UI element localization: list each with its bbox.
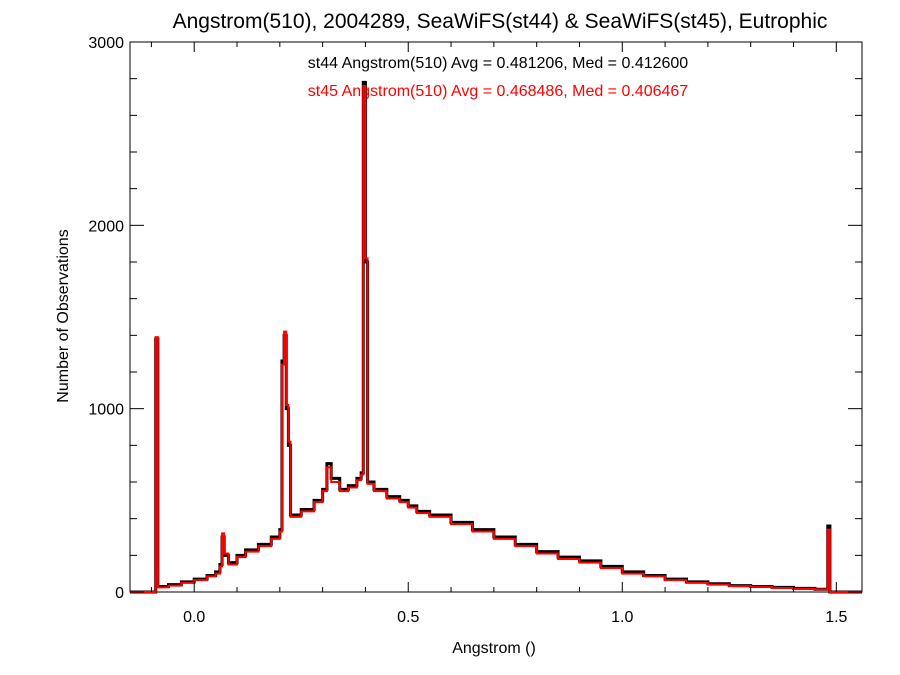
annotation-st45: st45 Angstrom(510) Avg = 0.468486, Med =… bbox=[308, 83, 689, 100]
annotation-st44: st44 Angstrom(510) Avg = 0.481206, Med =… bbox=[308, 55, 689, 72]
x-tick-label: 0.0 bbox=[183, 609, 205, 626]
x-tick-label: 1.5 bbox=[825, 609, 847, 626]
x-axis-label: Angstrom () bbox=[452, 640, 536, 657]
chart-title: Angstrom(510), 2004289, SeaWiFS(st44) & … bbox=[173, 10, 828, 33]
series-layer bbox=[130, 80, 862, 594]
y-tick-label: 3000 bbox=[88, 35, 124, 52]
plot-frame bbox=[129, 41, 863, 593]
x-tick-label: 0.5 bbox=[397, 609, 419, 626]
plot-axes bbox=[129, 41, 863, 593]
y-tick-label: 1000 bbox=[88, 402, 124, 419]
x-tick-label: 1.0 bbox=[611, 609, 633, 626]
series-st44-line bbox=[130, 80, 862, 594]
y-tick-label: 2000 bbox=[88, 218, 124, 235]
ticks-layer: 0.0 0.5 1.0 1.5 0 1000 2000 3000 bbox=[88, 35, 862, 626]
y-axis-label: Number of Observations bbox=[55, 229, 72, 402]
y-tick-label: 0 bbox=[115, 585, 124, 602]
series-st45-line bbox=[130, 85, 862, 593]
